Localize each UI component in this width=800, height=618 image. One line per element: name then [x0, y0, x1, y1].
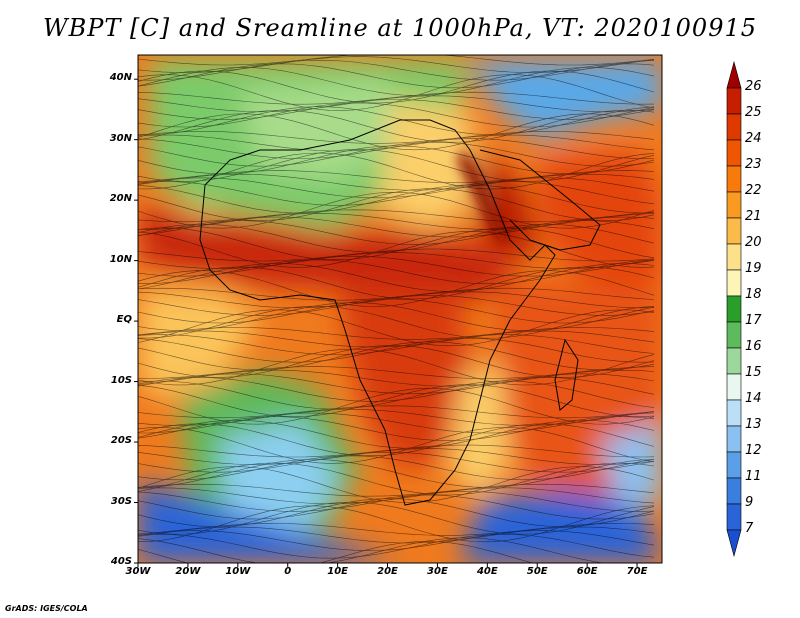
colorbar-label: 21: [745, 209, 762, 224]
colorbar-segment: [726, 373, 742, 401]
colorbar-label: 11: [745, 469, 762, 484]
lon-label: 20W: [175, 566, 201, 577]
colorbar: [726, 60, 742, 558]
colorbar-segment: [726, 60, 742, 89]
colorbar-segment: [726, 477, 742, 505]
lat-label: 30N: [109, 132, 132, 144]
colorbar-label: 23: [745, 157, 762, 172]
lon-label: 50E: [526, 566, 548, 577]
colorbar-segment: [726, 191, 742, 219]
colorbar-label: 24: [745, 131, 762, 146]
lon-label: 20E: [377, 566, 398, 577]
lon-label: 10W: [225, 566, 251, 577]
colorbar-label: 26: [745, 79, 762, 94]
colorbar-label: 13: [745, 417, 762, 432]
grads-credit: GrADS: IGES/COLA: [5, 604, 88, 613]
map-frame: [137, 54, 663, 564]
colorbar-label: 9: [745, 495, 754, 510]
lat-label: 10S: [110, 374, 132, 386]
colorbar-label: 16: [745, 339, 762, 354]
colorbar-segment: [726, 399, 742, 427]
colorbar-label: 12: [745, 443, 762, 458]
lon-label: 30E: [427, 566, 448, 577]
lon-label: 70E: [626, 566, 648, 577]
colorbar-segment: [726, 165, 742, 193]
colorbar-segment: [726, 529, 742, 558]
colorbar-segment: [726, 425, 742, 453]
colorbar-label: 20: [745, 235, 762, 250]
lon-label: 10E: [327, 566, 348, 577]
colorbar-segment: [726, 87, 742, 115]
chart-title: WBPT [C] and Sreamline at 1000hPa, VT: 2…: [42, 14, 758, 42]
colorbar-segment: [726, 347, 742, 375]
colorbar-label: 15: [745, 365, 762, 380]
colorbar-label: 22: [745, 183, 762, 198]
colorbar-segment: [726, 295, 742, 323]
lat-label: 40N: [109, 72, 132, 84]
colorbar-label: 19: [745, 261, 762, 276]
lat-label: 30S: [110, 495, 132, 507]
lat-label: 40S: [110, 556, 132, 567]
lat-label: 20S: [110, 435, 132, 447]
colorbar-segment: [726, 217, 742, 245]
colorbar-segment: [726, 503, 742, 531]
lat-label: 10N: [109, 253, 132, 265]
lon-label: 0: [284, 566, 292, 577]
colorbar-segment: [726, 269, 742, 297]
lon-label: 40E: [476, 566, 498, 577]
colorbar-segment: [726, 113, 742, 141]
colorbar-label: 14: [745, 391, 762, 406]
colorbar-label: 25: [745, 105, 762, 120]
lon-label: 30W: [125, 566, 151, 577]
lon-label: 60E: [576, 566, 598, 577]
colorbar-segment: [726, 321, 742, 349]
lat-label: EQ: [116, 314, 132, 326]
colorbar-segment: [726, 243, 742, 271]
colorbar-label: 18: [745, 287, 762, 302]
colorbar-segment: [726, 451, 742, 479]
colorbar-label: 17: [745, 313, 762, 328]
lat-label: 20N: [109, 193, 132, 205]
coastlines: [199, 119, 601, 506]
colorbar-label: 7: [745, 521, 754, 536]
wbpt-field: [138, 55, 662, 563]
colorbar-segment: [726, 139, 742, 167]
